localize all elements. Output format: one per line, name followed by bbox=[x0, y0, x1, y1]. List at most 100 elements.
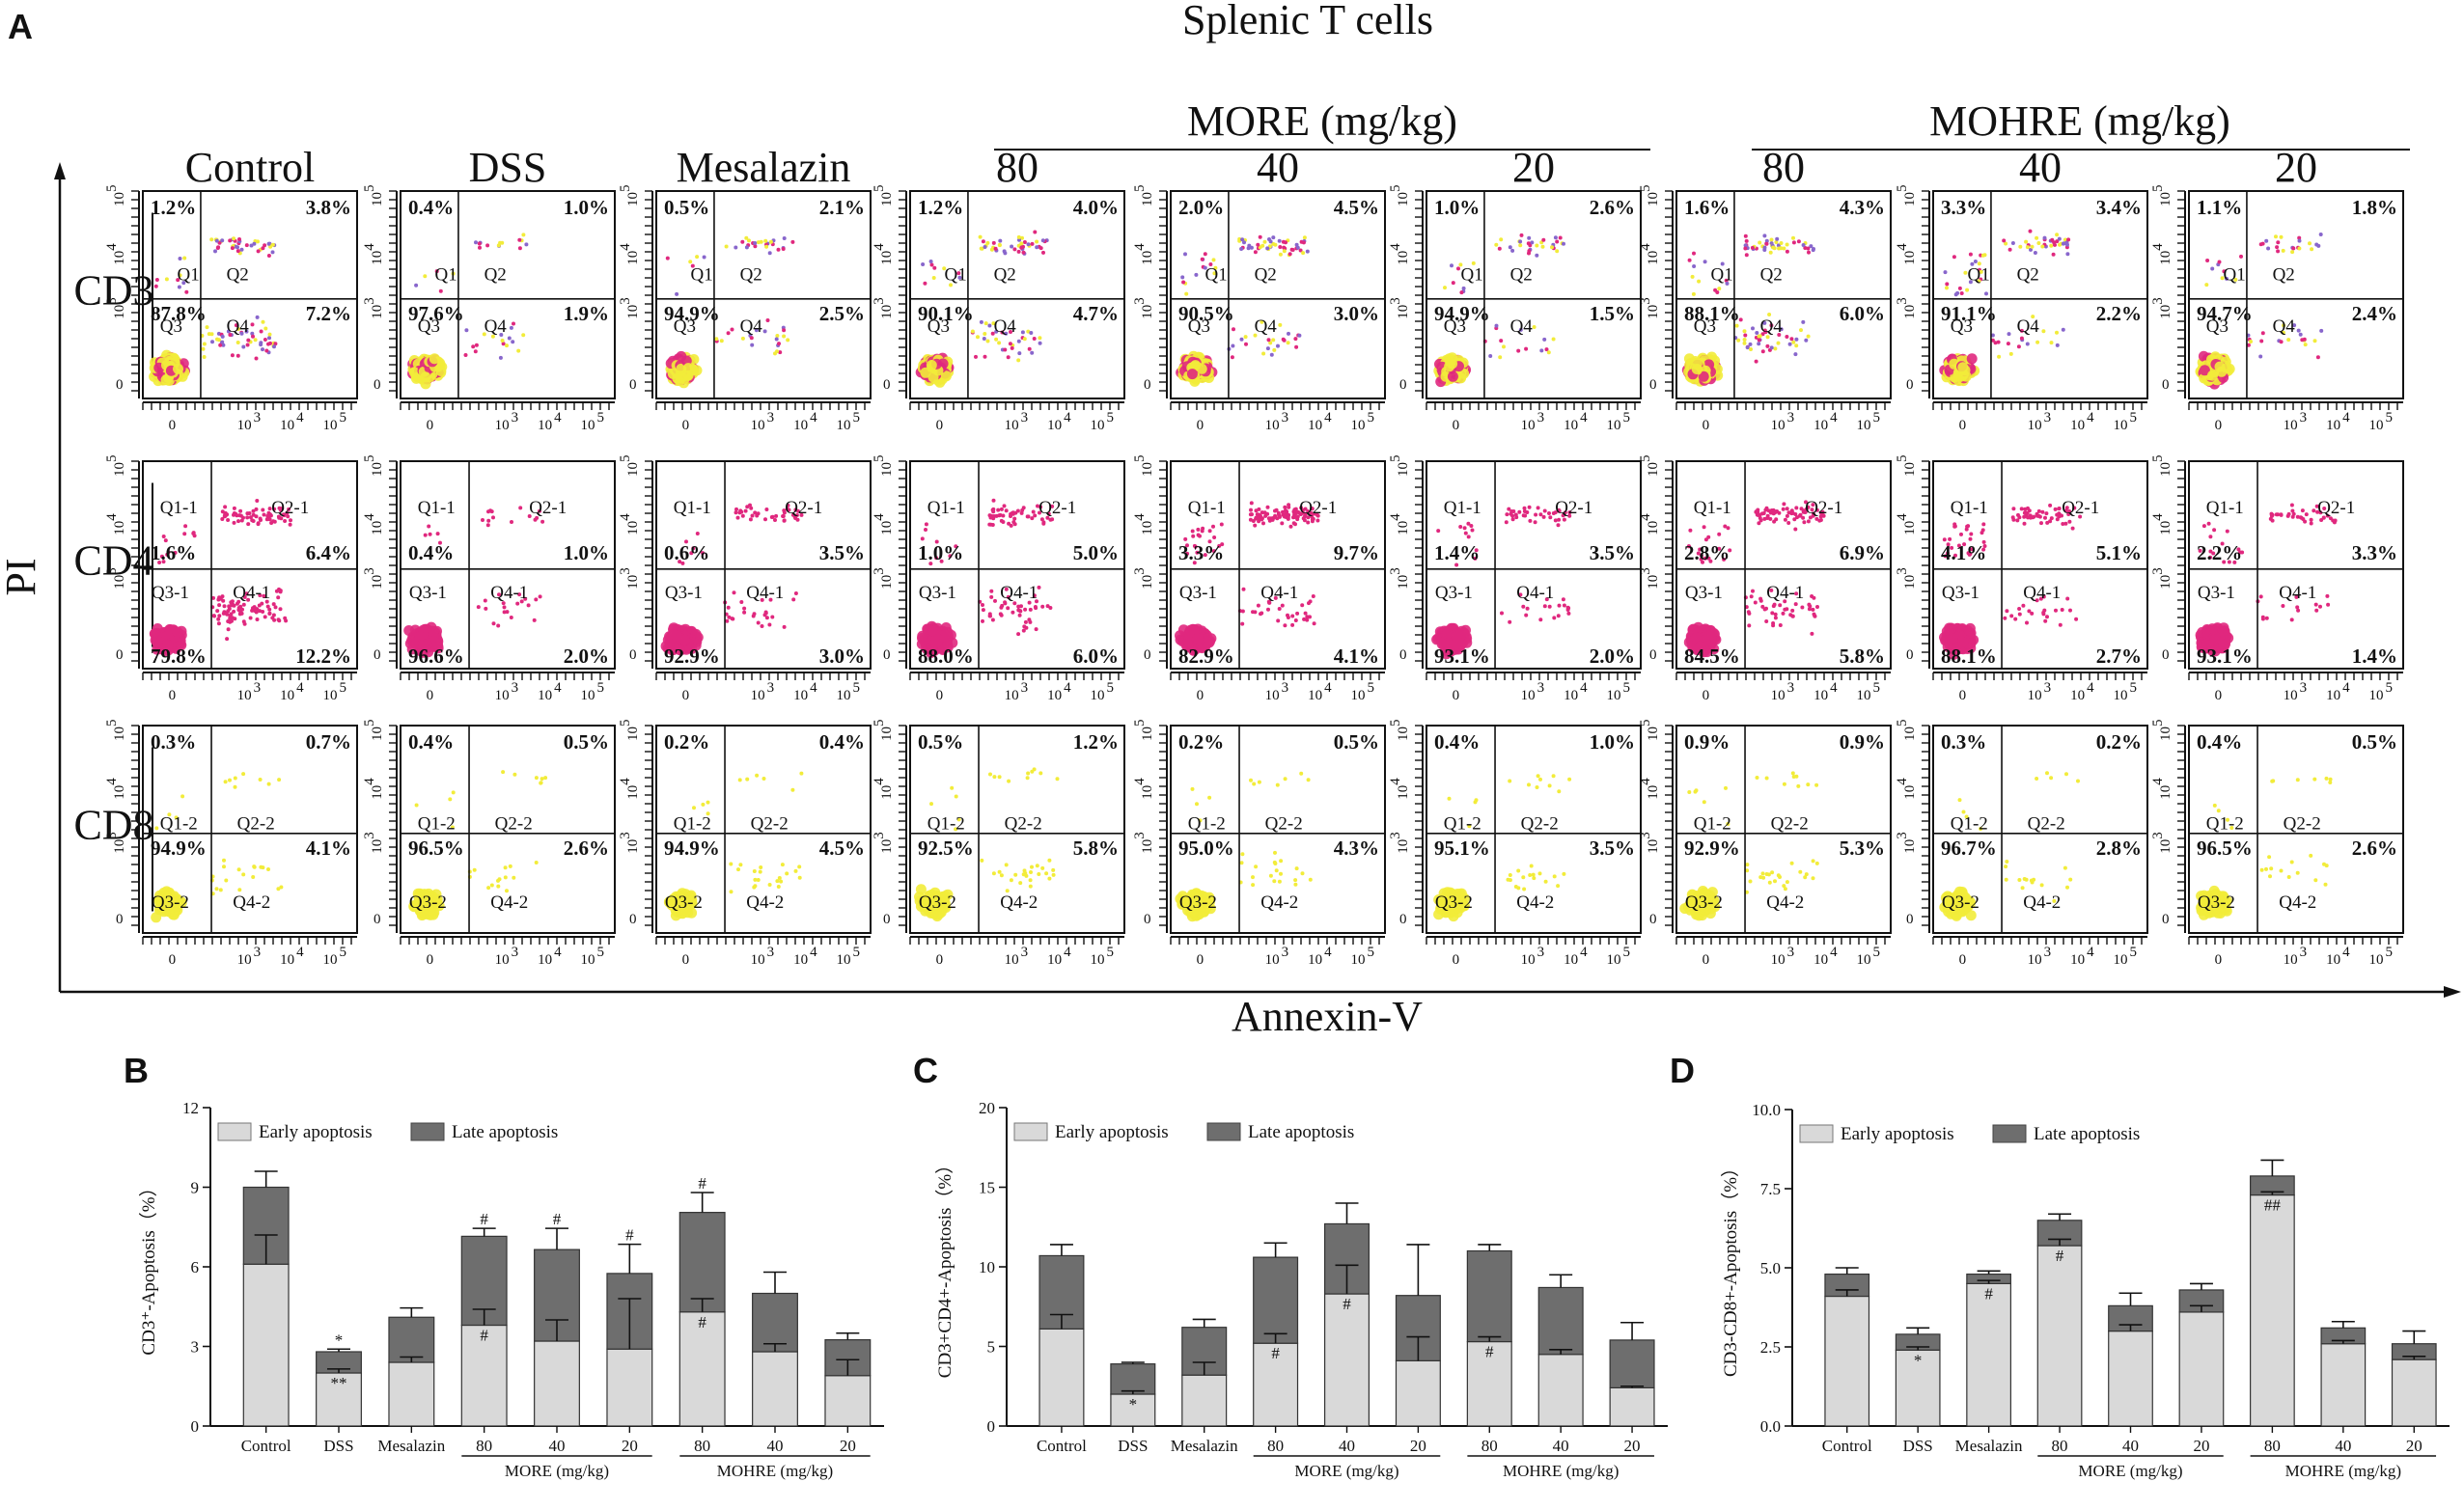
event-dot bbox=[1697, 279, 1702, 284]
event-dot bbox=[209, 237, 214, 242]
y-tick-label: 0 bbox=[116, 377, 124, 393]
y-tick-exponent: 5 bbox=[104, 455, 120, 463]
event-dot bbox=[1242, 240, 1246, 245]
y-tick-label: 10 bbox=[625, 462, 641, 477]
event-dot bbox=[1203, 265, 1207, 270]
column-headers: Control DSS Mesalazin 80 40 20 80 40 20 bbox=[185, 144, 2317, 191]
event-dot bbox=[765, 318, 770, 322]
event-dot bbox=[1016, 249, 1021, 254]
event-dot bbox=[210, 340, 214, 344]
x-tick-label: 10 bbox=[495, 688, 510, 703]
event-dot bbox=[1021, 250, 1026, 255]
event-dot bbox=[1499, 237, 1504, 242]
event-dot bbox=[220, 334, 225, 339]
event-dot bbox=[1771, 245, 1776, 250]
x-tick-exponent: 5 bbox=[2129, 410, 2137, 425]
event-dot bbox=[1757, 338, 1761, 343]
event-dot bbox=[248, 515, 253, 520]
event-dot bbox=[226, 627, 231, 632]
quadrant-percent-ur: 4.0% bbox=[1073, 196, 1119, 219]
event-dot bbox=[477, 241, 482, 246]
event-dot bbox=[1945, 286, 1949, 290]
quadrant-percent-ur: 1.0% bbox=[564, 541, 609, 564]
event-dot bbox=[254, 514, 259, 519]
event-dot bbox=[1530, 240, 1535, 245]
quadrant-percent-ur: 3.8% bbox=[306, 196, 351, 219]
event-dot bbox=[2291, 246, 2296, 251]
y-tick-label: 10 bbox=[1396, 192, 1411, 206]
event-dot bbox=[997, 243, 1002, 248]
event-dot bbox=[264, 348, 269, 353]
event-dot bbox=[739, 600, 744, 604]
event-dot bbox=[223, 505, 228, 509]
event-dot bbox=[498, 240, 503, 245]
event-dot bbox=[273, 605, 278, 610]
y-tick-label: 0 bbox=[1144, 377, 1151, 393]
event-dot bbox=[252, 605, 257, 610]
quadrant-percent-ul: 3.3% bbox=[1941, 196, 1986, 219]
event-dot bbox=[540, 519, 545, 524]
event-dot bbox=[931, 276, 936, 280]
event-dot bbox=[250, 331, 255, 336]
event-dot bbox=[502, 610, 507, 615]
event-dot bbox=[983, 321, 988, 326]
y-tick-exponent: 3 bbox=[1132, 297, 1148, 305]
event-dot bbox=[423, 533, 428, 537]
row-label-cd8: CD8 bbox=[73, 802, 153, 849]
event-dot bbox=[181, 281, 186, 286]
event-dot bbox=[498, 355, 503, 360]
y-tick-label: 10 bbox=[1646, 305, 1661, 319]
x-tick-label: 0 bbox=[1197, 418, 1204, 433]
event-dot bbox=[534, 597, 539, 602]
x-tick-label: 10 bbox=[2070, 418, 2085, 433]
event-dot bbox=[764, 244, 769, 249]
event-dot bbox=[217, 614, 222, 618]
x-tick-label: 10 bbox=[751, 418, 765, 433]
event-dot bbox=[2297, 246, 2302, 251]
event-dot bbox=[2279, 340, 2284, 344]
event-dot bbox=[2066, 237, 2071, 242]
event-dot bbox=[2008, 351, 2013, 356]
event-dot bbox=[1791, 340, 1796, 344]
event-dot bbox=[255, 315, 260, 319]
event-dot bbox=[215, 609, 220, 614]
y-tick-exponent: 4 bbox=[618, 243, 633, 251]
event-dot bbox=[2308, 241, 2312, 246]
y-tick-exponent: 5 bbox=[2150, 185, 2166, 193]
quadrant-percent-ur: 2.6% bbox=[1590, 196, 1635, 219]
event-dot bbox=[1212, 271, 1217, 276]
event-dot bbox=[226, 619, 231, 623]
event-dot bbox=[770, 615, 775, 619]
event-dot bbox=[526, 603, 531, 608]
event-dot bbox=[1757, 342, 1761, 346]
event-dot bbox=[750, 343, 755, 347]
event-dot bbox=[2035, 235, 2039, 240]
event-dot bbox=[1811, 248, 1815, 253]
x-tick-exponent: 4 bbox=[1580, 410, 1588, 425]
event-dot bbox=[1953, 292, 1958, 297]
event-dot bbox=[1965, 288, 1970, 292]
event-dot bbox=[690, 263, 695, 268]
quadrant-label: Q2-1 bbox=[271, 498, 309, 518]
column-header: 20 bbox=[2275, 144, 2317, 191]
event-dot bbox=[1022, 240, 1027, 244]
quadrant-percent-ll: 88.1% bbox=[1684, 302, 1740, 325]
x-tick-label: 10 bbox=[1350, 418, 1365, 433]
event-dot bbox=[974, 354, 978, 359]
quadrant-percent-ul: 1.6% bbox=[1684, 196, 1730, 219]
event-dot bbox=[230, 246, 235, 251]
event-dot bbox=[1276, 343, 1280, 348]
event-dot bbox=[207, 332, 211, 337]
event-dot bbox=[745, 505, 750, 509]
quadrant-label: Q4 bbox=[2273, 316, 2296, 337]
event-dot bbox=[178, 273, 182, 278]
x-tick-label: 10 bbox=[495, 418, 510, 433]
event-dot bbox=[2249, 340, 2253, 343]
event-dot bbox=[1260, 243, 1265, 248]
event-dot bbox=[1447, 370, 1458, 382]
event-dot bbox=[1789, 337, 1794, 342]
event-dot bbox=[235, 327, 240, 331]
event-dot bbox=[1443, 286, 1447, 290]
plot-frame bbox=[1170, 190, 1386, 399]
